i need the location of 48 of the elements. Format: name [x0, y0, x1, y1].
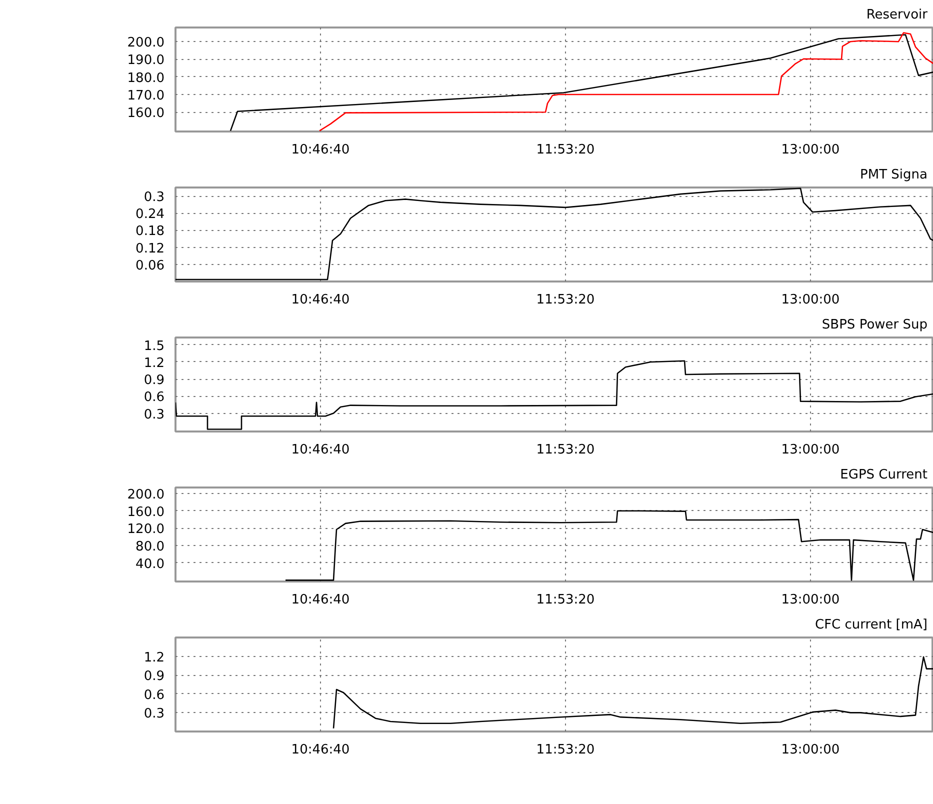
y-tick-label: 120.0 — [127, 522, 164, 538]
y-tick-label: 0.24 — [136, 207, 165, 222]
line-series — [284, 510, 933, 581]
x-tick-label: 13:00:00 — [781, 142, 840, 158]
y-tick-label: 160.0 — [127, 106, 164, 122]
y-tick-label: 0.9 — [144, 373, 165, 388]
x-tick-label: 11:53:20 — [536, 292, 595, 308]
line-series — [176, 360, 933, 430]
x-tick-label: 13:00:00 — [781, 442, 840, 458]
y-tick-label: 200.0 — [127, 36, 164, 51]
x-tick-label: 11:53:20 — [536, 142, 595, 158]
x-tick-label: 10:46:40 — [291, 742, 350, 758]
x-tick-label: 10:46:40 — [291, 592, 350, 608]
y-tick-label: 170.0 — [127, 88, 164, 104]
y-tick-label: 0.3 — [144, 706, 165, 722]
y-tick-label: 190.0 — [127, 53, 164, 68]
y-tick-label: 160.0 — [127, 504, 164, 520]
y-tick-label: 0.12 — [136, 241, 165, 256]
chart-title: CFC current [mA] — [815, 618, 928, 632]
x-tick-label: 10:46:40 — [291, 142, 350, 158]
x-tick-label: 10:46:40 — [291, 442, 350, 458]
y-tick-label: 0.6 — [144, 390, 165, 406]
y-tick-label: 0.18 — [136, 224, 165, 240]
chart-title: Reservoir — [866, 8, 928, 22]
y-tick-label: 1.2 — [144, 650, 165, 666]
y-tick-label: 0.3 — [144, 190, 165, 206]
y-tick-label: 200.0 — [127, 488, 164, 503]
y-tick-label: 0.9 — [144, 669, 165, 684]
x-tick-label: 10:46:40 — [291, 292, 350, 308]
x-tick-label: 13:00:00 — [781, 292, 840, 308]
x-tick-label: 13:00:00 — [781, 592, 840, 608]
chart-title: EGPS Current — [840, 468, 928, 482]
line-series — [332, 656, 933, 730]
x-tick-label: 11:53:20 — [536, 442, 595, 458]
y-tick-label: 0.3 — [144, 407, 165, 422]
y-tick-label: 80.0 — [136, 540, 165, 555]
y-tick-label: 1.2 — [144, 356, 165, 371]
y-tick-label: 0.6 — [144, 688, 165, 703]
y-tick-label: 40.0 — [136, 556, 165, 572]
line-series — [176, 188, 933, 280]
chart-title: PMT Signa — [860, 168, 928, 182]
chart-title: SBPS Power Sup — [822, 318, 928, 332]
y-tick-label: 0.06 — [136, 258, 165, 274]
y-tick-label: 180.0 — [127, 70, 164, 86]
x-tick-label: 13:00:00 — [781, 742, 840, 758]
y-tick-label: 1.5 — [144, 338, 165, 354]
x-tick-label: 11:53:20 — [536, 742, 595, 758]
x-tick-label: 11:53:20 — [536, 592, 595, 608]
